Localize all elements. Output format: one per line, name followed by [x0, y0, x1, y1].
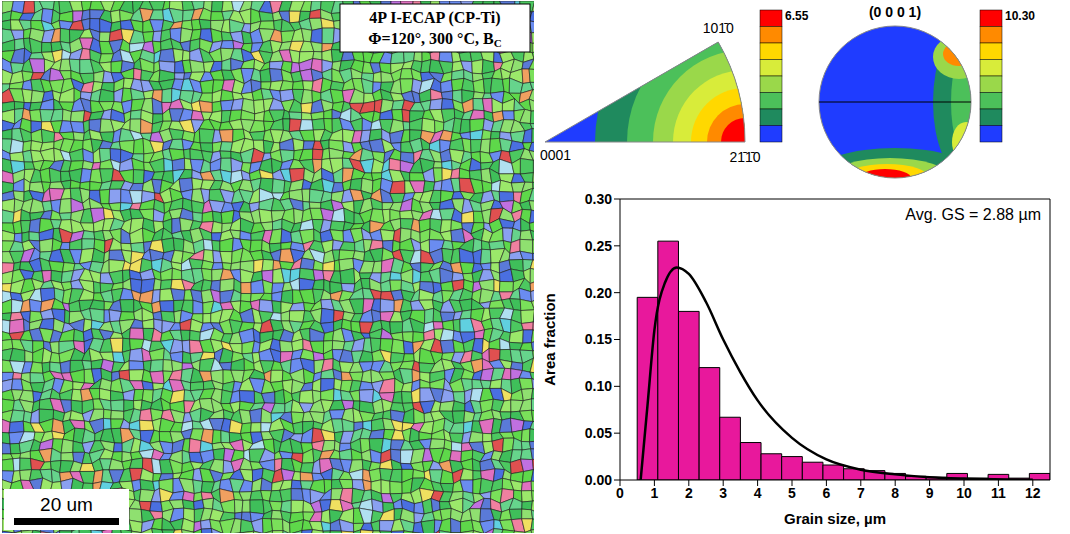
svg-text:4: 4 — [754, 485, 762, 501]
svg-text:0.30: 0.30 — [585, 191, 612, 207]
svg-text:Grain size, µm: Grain size, µm — [784, 510, 886, 527]
svg-text:4P I-ECAP (CP-Ti): 4P I-ECAP (CP-Ti) — [369, 9, 500, 27]
svg-text:0: 0 — [616, 485, 624, 501]
svg-text:Φ=120°, 300 °C, BC: Φ=120°, 300 °C, BC — [368, 30, 501, 49]
svg-text:0.05: 0.05 — [585, 425, 612, 441]
svg-text:0.00: 0.00 — [585, 472, 612, 488]
svg-text:101̄0: 101̄0 — [703, 20, 734, 36]
svg-text:0.25: 0.25 — [585, 238, 612, 254]
svg-text:5: 5 — [788, 485, 796, 501]
svg-text:0.15: 0.15 — [585, 331, 612, 347]
svg-text:11: 11 — [991, 485, 1006, 501]
svg-text:0.20: 0.20 — [585, 285, 612, 301]
svg-text:1: 1 — [651, 485, 659, 501]
svg-text:12: 12 — [1025, 485, 1041, 501]
svg-text:6: 6 — [823, 485, 831, 501]
svg-text:2: 2 — [685, 485, 693, 501]
svg-text:20 um: 20 um — [40, 494, 93, 515]
svg-text:10.30: 10.30 — [1005, 9, 1035, 23]
svg-text:0.10: 0.10 — [585, 378, 612, 394]
html-text:Avg. GS = 2.88 µm: Avg. GS = 2.88 µm — [905, 206, 1041, 223]
svg-text:3: 3 — [719, 485, 727, 501]
svg-text:6.55: 6.55 — [785, 9, 809, 23]
svg-text:Area fraction: Area fraction — [541, 293, 558, 386]
svg-text:(0 0 0 1): (0 0 0 1) — [869, 4, 921, 20]
svg-text:9: 9 — [926, 485, 934, 501]
svg-text:7: 7 — [857, 485, 865, 501]
svg-text:0001: 0001 — [540, 147, 571, 163]
svg-text:10: 10 — [956, 485, 972, 501]
svg-text:8: 8 — [891, 485, 899, 501]
svg-text:21̄1̄0: 21̄1̄0 — [729, 149, 760, 165]
